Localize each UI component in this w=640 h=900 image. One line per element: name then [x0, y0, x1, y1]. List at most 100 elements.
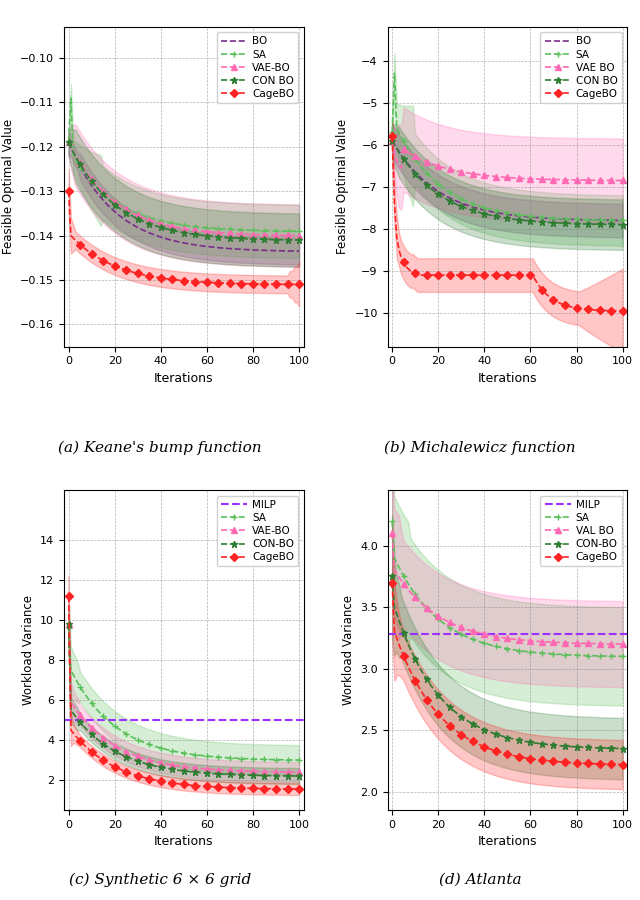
CON-BO [81, 722, 88, 733]
SA [563, 213, 571, 224]
Y-axis label: Feasible Optimal Value: Feasible Optimal Value [336, 119, 349, 255]
X-axis label: Iterations: Iterations [154, 372, 214, 385]
CON-BO [65, 619, 72, 630]
Legend: BO, SA, VAE-BO, CON BO, CageBO: BO, SA, VAE-BO, CON BO, CageBO [217, 32, 298, 103]
Line: CON-BO: CON-BO [65, 621, 303, 779]
CON BO [388, 135, 396, 146]
SA [205, 222, 213, 233]
SA [388, 127, 396, 138]
MILP [388, 629, 396, 640]
VAE-BO [203, 763, 211, 774]
SA [203, 751, 211, 761]
SA [552, 213, 559, 224]
CageBO [237, 783, 245, 794]
CON-BO [527, 737, 534, 748]
BO [388, 135, 396, 146]
VAE BO [527, 174, 534, 184]
SA [295, 755, 303, 766]
CON BO [619, 220, 627, 230]
SA [404, 579, 412, 590]
BO [122, 215, 130, 226]
CON BO [550, 217, 557, 228]
CageBO [404, 662, 412, 672]
BO [527, 212, 534, 222]
SA [81, 688, 88, 699]
SA [226, 752, 234, 763]
CageBO [388, 130, 396, 141]
Line: VAL BO: VAL BO [389, 531, 625, 647]
VAE-BO [295, 767, 303, 778]
Line: SA: SA [65, 94, 303, 235]
SA [228, 224, 236, 235]
VAE-BO [65, 137, 72, 148]
SA [446, 622, 454, 633]
CON-BO [203, 768, 211, 778]
BO [171, 236, 179, 247]
SA [125, 204, 132, 215]
VAE-BO [171, 221, 179, 232]
Legend: MILP, SA, VAE-BO, CON-BO, CageBO: MILP, SA, VAE-BO, CON-BO, CageBO [217, 496, 298, 566]
CON BO [81, 166, 88, 176]
CON-BO [446, 702, 454, 713]
CageBO [404, 264, 412, 274]
CageBO [494, 746, 502, 757]
VAE-BO [122, 204, 130, 215]
SA [173, 219, 180, 230]
SA [65, 137, 72, 148]
CON-BO [237, 770, 245, 780]
CON BO [446, 195, 454, 206]
CageBO [494, 270, 502, 281]
VAE BO [494, 171, 502, 182]
Line: SA: SA [388, 518, 626, 660]
VAE BO [550, 174, 557, 184]
Line: BO: BO [68, 142, 299, 251]
CON-BO [171, 764, 179, 775]
CON BO [494, 212, 502, 222]
SA [550, 649, 557, 660]
CageBO [527, 270, 534, 281]
VAL BO [527, 635, 534, 646]
SA [83, 170, 91, 181]
SA [390, 68, 398, 78]
Text: (d) Atlanta: (d) Atlanta [438, 873, 522, 887]
VAL BO [388, 528, 396, 539]
VAE-BO [237, 229, 245, 239]
BO [226, 243, 234, 254]
VAE BO [404, 147, 412, 158]
VAE BO [561, 175, 569, 185]
VAE-BO [81, 716, 88, 726]
SA [448, 188, 456, 199]
CageBO [295, 279, 303, 290]
CageBO [619, 305, 627, 316]
CageBO [65, 591, 72, 602]
BO [619, 215, 627, 226]
BO [203, 241, 211, 252]
Line: BO: BO [392, 140, 623, 220]
CageBO [226, 278, 234, 289]
SA [619, 215, 627, 226]
BO [494, 208, 502, 219]
Line: CON BO: CON BO [388, 137, 626, 228]
VAL BO [404, 584, 412, 595]
VAL BO [619, 639, 627, 650]
Line: CageBO: CageBO [66, 593, 302, 792]
CON BO [122, 207, 130, 218]
VAE BO [446, 164, 454, 175]
CON-BO [494, 729, 502, 740]
VAE-BO [237, 765, 245, 776]
Line: VAE-BO: VAE-BO [66, 140, 302, 238]
CageBO [122, 265, 130, 275]
CON-BO [388, 572, 396, 582]
VAE BO [388, 135, 396, 146]
VAE-BO [203, 226, 211, 237]
CON BO [203, 230, 211, 241]
BO [404, 159, 412, 170]
BO [81, 169, 88, 180]
SA [494, 642, 502, 652]
CageBO [619, 759, 627, 769]
Text: (b) Michalewicz function: (b) Michalewicz function [384, 441, 576, 455]
CON BO [527, 216, 534, 227]
CageBO [446, 270, 454, 281]
CageBO [171, 778, 179, 788]
MILP [390, 629, 398, 640]
